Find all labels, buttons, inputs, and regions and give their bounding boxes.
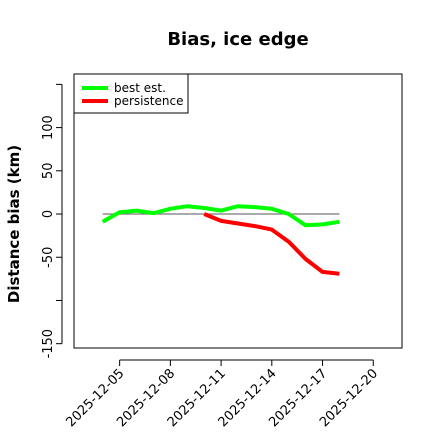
legend: best est. persistence xyxy=(73,73,189,114)
y-tick-label: 0 xyxy=(41,210,56,218)
legend-label-persistence: persistence xyxy=(114,94,183,108)
series-layer xyxy=(101,204,340,276)
y-tick-label: -50 xyxy=(41,247,56,268)
chart-title: Bias, ice edge xyxy=(167,29,308,50)
x-axis: 2025-12-052025-12-082025-12-112025-12-14… xyxy=(63,359,381,430)
legend-label-best-est: best est. xyxy=(114,81,166,95)
plot-frame xyxy=(73,73,403,349)
legend-box xyxy=(73,73,189,114)
y-axis-label: Distance bias (km) xyxy=(5,145,23,303)
y-tick-label: 100 xyxy=(41,115,56,140)
series-line-persistence xyxy=(203,212,340,276)
series-line-best-est xyxy=(101,204,340,228)
y-axis: -150 -50 0 50 100 xyxy=(41,83,63,359)
y-tick-label: -150 xyxy=(41,329,56,359)
y-tick-label: 50 xyxy=(41,163,56,180)
